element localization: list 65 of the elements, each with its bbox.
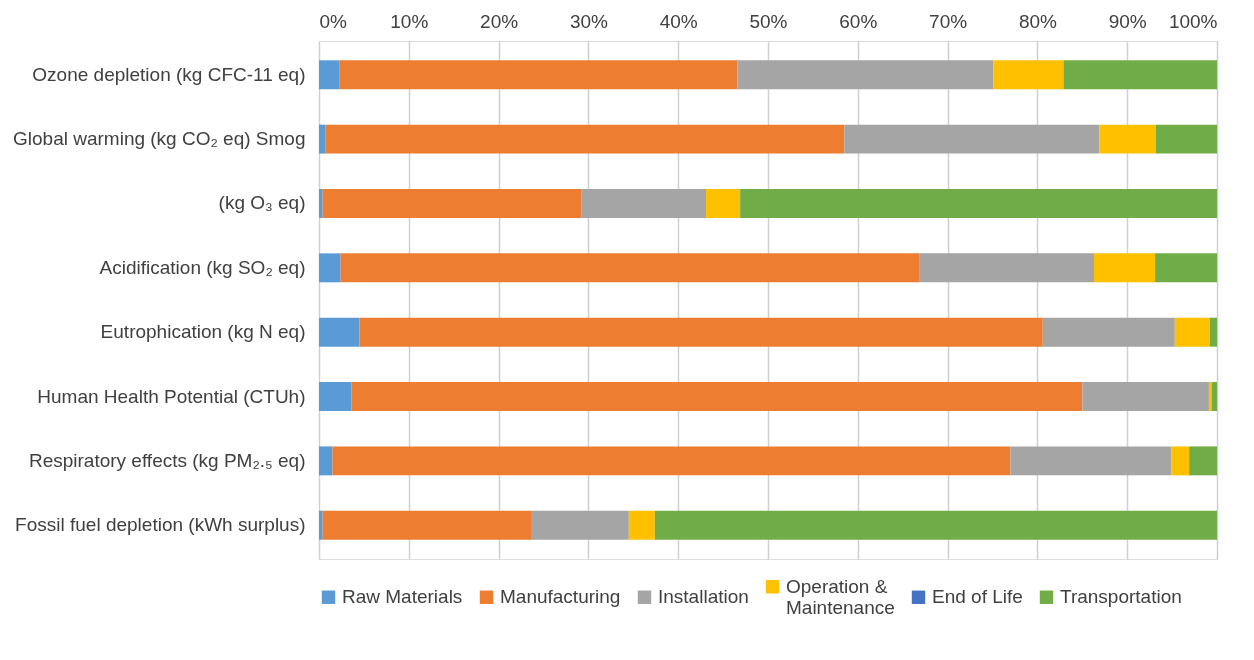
bar xyxy=(740,189,1217,218)
bar xyxy=(339,60,738,90)
legend-label: Transportation xyxy=(1060,586,1182,608)
bar xyxy=(325,124,845,154)
x-tick-label: 50% xyxy=(749,10,788,32)
bar xyxy=(531,510,629,540)
y-tick-label: Eutrophication (kg N eq) xyxy=(100,321,306,343)
bar xyxy=(844,124,1100,154)
bar xyxy=(319,510,323,540)
bar xyxy=(581,189,707,218)
bar xyxy=(654,510,1217,540)
legend-label: Installation xyxy=(658,586,749,608)
bar xyxy=(1155,124,1217,154)
bar xyxy=(319,317,360,347)
bar xyxy=(332,446,1011,476)
y-tick-label: Human Health Potential (CTUh) xyxy=(37,385,306,407)
bar xyxy=(1155,253,1217,283)
bar xyxy=(1099,124,1156,154)
x-tick-label: 0% xyxy=(319,10,348,32)
legend-label: Manufacturing xyxy=(500,586,621,608)
bar xyxy=(340,253,920,283)
bar xyxy=(919,253,1094,283)
y-tick-label: Fossil fuel depletion (kWh surplus) xyxy=(15,514,306,536)
legend-label: Raw Materials xyxy=(342,586,463,608)
bar xyxy=(1010,446,1172,476)
x-tick-label: 100% xyxy=(1168,10,1218,32)
bar xyxy=(359,317,1043,347)
bar xyxy=(1211,382,1217,411)
bar xyxy=(322,189,582,218)
x-tick-label: 40% xyxy=(659,10,698,32)
bar xyxy=(1042,317,1175,347)
legend-label: End of Life xyxy=(932,586,1023,608)
bar xyxy=(319,253,341,283)
x-tick-label: 60% xyxy=(839,10,878,32)
x-tick-label: 10% xyxy=(390,10,429,32)
x-tick-label: 70% xyxy=(929,10,968,32)
bar xyxy=(1063,60,1217,90)
y-tick-label: Global warming (kg CO₂ eq) Smog xyxy=(13,128,306,150)
bar xyxy=(319,60,340,90)
x-tick-label: 90% xyxy=(1108,10,1147,32)
bar xyxy=(1208,382,1212,411)
bar xyxy=(1209,317,1217,347)
bar xyxy=(993,60,1064,90)
bar xyxy=(322,510,532,540)
y-tick-label: Ozone depletion (kg CFC-11 eq) xyxy=(32,63,306,85)
bar xyxy=(628,510,655,540)
bar xyxy=(737,60,994,90)
bar xyxy=(1082,382,1209,411)
x-tick-label: 80% xyxy=(1018,10,1058,32)
bar xyxy=(1189,446,1217,476)
bar xyxy=(319,189,323,218)
bar xyxy=(1174,317,1210,347)
x-tick-label: 30% xyxy=(569,10,609,32)
y-tick-label: Respiratory effects (kg PM₂.₅ eq) xyxy=(28,449,306,471)
bar xyxy=(706,189,741,218)
bar xyxy=(319,446,333,476)
bar xyxy=(351,382,1083,411)
bar xyxy=(319,124,326,154)
y-tick-label: Acidification (kg SO₂ eq) xyxy=(99,256,306,278)
legend-label: Operation & Maintenance xyxy=(786,575,895,618)
bar xyxy=(319,382,352,411)
x-tick-label: 20% xyxy=(480,10,519,32)
bar xyxy=(1093,253,1156,283)
y-tick-label: (kg O₃ eq) xyxy=(218,192,306,214)
bar xyxy=(1171,446,1190,476)
